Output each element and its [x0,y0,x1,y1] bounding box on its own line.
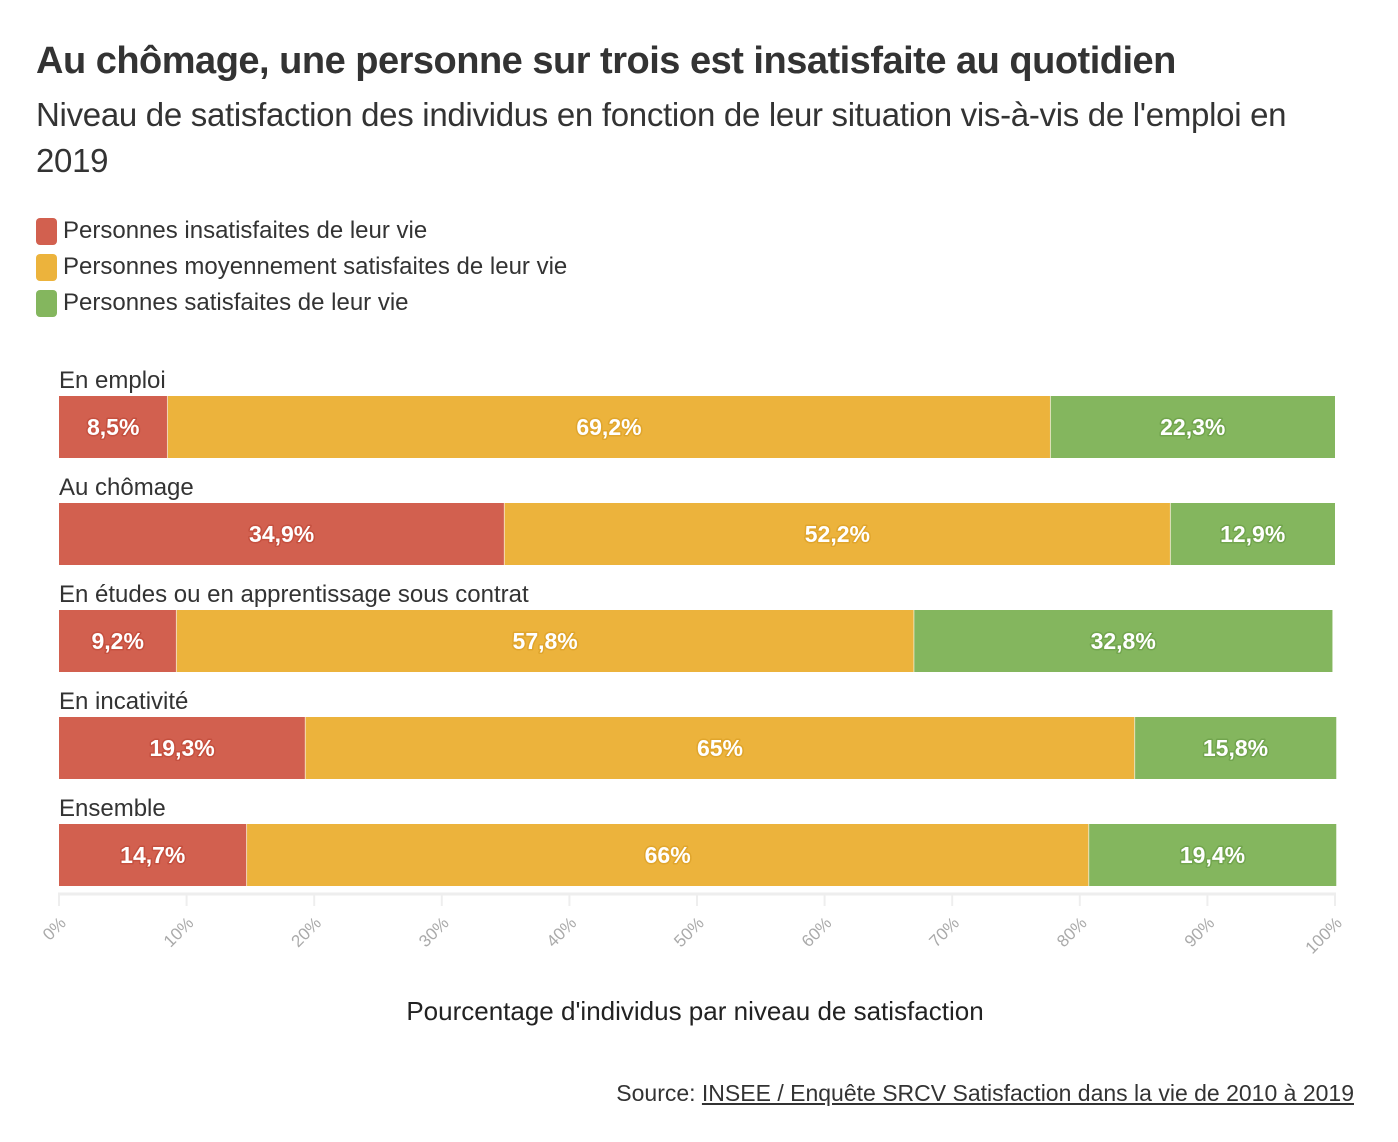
bar-row: En études ou en apprentissage sous contr… [59,581,1333,672]
chart-subtitle: Niveau de satisfaction des individus en … [36,96,1287,179]
x-tick-label: 40% [543,913,580,950]
x-tick-label: 30% [415,913,452,950]
data-label: 65% [697,735,743,761]
bar-segment[interactable] [1170,503,1335,565]
data-label: 12,9% [1220,521,1285,547]
data-label: 19,3% [150,735,215,761]
x-tick-label: 90% [1181,913,1218,950]
data-label: 8,5% [87,414,139,440]
bar-segment[interactable] [504,503,1171,565]
data-label: 14,7% [120,842,185,868]
bar-segment[interactable] [305,717,1135,779]
legend: Personnes insatisfaites de leur vie Pers… [36,213,567,321]
data-label: 22,3% [1160,414,1225,440]
bar-segment[interactable] [59,610,177,672]
legend-label: Personnes moyennement satisfaites de leu… [63,253,568,280]
bar-rows: En emploi 8,5% 69,2% 22,3% Au chômage 34,9% 52… [59,367,1337,886]
bar-row: En emploi 8,5% 69,2% 22,3% [59,367,1335,458]
data-label: 66% [645,842,691,868]
x-tick-label: 60% [798,913,835,950]
legend-item-satisfaites[interactable]: Personnes satisfaites de leur vie [36,285,567,321]
bar-segment[interactable] [59,717,306,779]
data-label: 69,2% [576,414,641,440]
bar-segment[interactable] [59,824,247,886]
source-prefix: Source: [616,1080,702,1106]
legend-swatch-satisfaites [36,289,57,317]
x-tick-label: 50% [670,913,707,950]
x-tick-label: 10% [160,913,197,950]
bar-row: En incativité 19,3% 65% 15,8% [59,688,1337,779]
row-label: Au chômage [59,474,194,501]
bar-segment[interactable] [167,396,1051,458]
legend-item-insatisfaites[interactable]: Personnes insatisfaites de leur vie [36,213,567,249]
bar-segment[interactable] [1050,396,1335,458]
bar-segment[interactable] [176,610,914,672]
bar-segment[interactable] [913,610,1333,672]
x-tick-label: 20% [288,913,325,950]
x-tick-label: 0% [39,913,70,944]
bar-row: Ensemble 14,7% 66% 19,4% [59,795,1337,886]
row-label: Ensemble [59,795,166,822]
data-label: 57,8% [513,628,578,654]
legend-swatch-insatisfaites [36,217,57,245]
data-label: 15,8% [1203,735,1268,761]
data-label: 9,2% [91,628,143,654]
x-tick-label: 70% [926,913,963,950]
x-tick-label: 80% [1053,913,1090,950]
row-label: En emploi [59,367,166,394]
bar-row: Au chômage 34,9% 52,2% 12,9% [59,474,1335,565]
legend-item-moyennement[interactable]: Personnes moyennement satisfaites de leu… [36,249,567,285]
chart-title: Au chômage, une personne sur trois est i… [36,40,1176,82]
bar-segment[interactable] [1088,824,1337,886]
x-tick-label: 100% [1302,913,1346,957]
legend-label: Personnes insatisfaites de leur vie [63,217,428,244]
source-line: Source: INSEE / Enquête SRCV Satisfactio… [616,1080,1354,1107]
legend-swatch-moyennement [36,253,57,281]
source-link[interactable]: INSEE / Enquête SRCV Satisfaction dans l… [701,1080,1354,1106]
bar-segment[interactable] [246,824,1089,886]
data-label: 32,8% [1091,628,1156,654]
x-axis: 0% 10% 20% 30% 40% 50% 60% 70% 80% 90% 100% [39,892,1346,958]
data-label: 34,9% [249,521,314,547]
legend-label: Personnes satisfaites de leur vie [63,289,409,316]
bar-segment[interactable] [1134,717,1337,779]
row-label: En études ou en apprentissage sous contr… [59,581,529,608]
row-label: En incativité [59,688,188,715]
bar-segment[interactable] [59,503,505,565]
data-label: 52,2% [805,521,870,547]
x-axis-title: Pourcentage d'individus par niveau de sa… [406,996,984,1026]
bar-segment[interactable] [59,396,168,458]
data-label: 19,4% [1180,842,1245,868]
